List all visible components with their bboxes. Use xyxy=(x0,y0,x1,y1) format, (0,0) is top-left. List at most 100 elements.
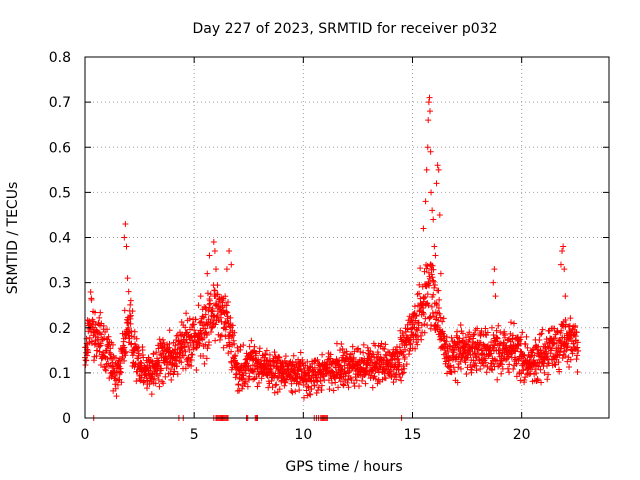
y-tick-label: 0.2 xyxy=(49,321,71,337)
data-point xyxy=(297,365,304,372)
data-point xyxy=(191,327,198,334)
data-point xyxy=(541,369,548,376)
data-point xyxy=(105,333,112,340)
data-point xyxy=(574,339,581,346)
data-point xyxy=(209,305,216,312)
data-point xyxy=(430,291,437,298)
data-point xyxy=(168,366,175,373)
data-point xyxy=(209,324,216,331)
data-point xyxy=(159,336,166,343)
data-point xyxy=(369,359,376,366)
data-point xyxy=(157,351,164,358)
data-point xyxy=(535,343,542,350)
data-point xyxy=(204,345,211,352)
data-point xyxy=(218,332,225,339)
data-point xyxy=(488,324,495,331)
data-point xyxy=(102,367,109,374)
data-point xyxy=(426,108,433,115)
chart-title: Day 227 of 2023, SRMTID for receiver p03… xyxy=(192,21,497,37)
data-point xyxy=(195,302,202,309)
data-point xyxy=(431,281,438,288)
data-point xyxy=(156,336,163,343)
data-point xyxy=(340,382,347,389)
data-point xyxy=(483,332,490,339)
data-point xyxy=(456,344,463,351)
data-point xyxy=(109,359,116,366)
data-point xyxy=(128,340,135,347)
data-point xyxy=(382,375,389,382)
data-point xyxy=(422,293,429,300)
data-point xyxy=(162,373,169,380)
data-point xyxy=(574,344,581,351)
data-point xyxy=(388,367,395,374)
data-point xyxy=(281,382,288,389)
data-point xyxy=(242,378,249,385)
data-point xyxy=(423,265,430,272)
data-point xyxy=(338,366,345,373)
data-point xyxy=(345,376,352,383)
data-point xyxy=(122,352,129,359)
data-point xyxy=(298,368,305,375)
data-point xyxy=(156,383,163,390)
data-point xyxy=(538,330,545,337)
data-point xyxy=(465,338,472,345)
data-point xyxy=(102,366,109,373)
data-point xyxy=(573,356,580,363)
data-point xyxy=(410,321,417,328)
data-point xyxy=(225,350,232,357)
data-point xyxy=(566,322,573,329)
data-point xyxy=(197,293,204,300)
data-point xyxy=(266,351,273,358)
data-point xyxy=(206,252,213,259)
data-point xyxy=(187,334,194,341)
data-point xyxy=(188,357,195,364)
data-point xyxy=(155,377,162,384)
data-point xyxy=(495,322,502,329)
data-point xyxy=(263,347,270,354)
data-point xyxy=(423,261,430,268)
data-point xyxy=(493,334,500,341)
data-point xyxy=(100,322,107,329)
data-point xyxy=(265,384,272,391)
data-point xyxy=(199,313,206,320)
data-point xyxy=(501,328,508,335)
data-point xyxy=(200,334,207,341)
data-point xyxy=(117,360,124,367)
data-point xyxy=(325,364,332,371)
data-point xyxy=(569,350,576,357)
data-point xyxy=(86,334,93,341)
y-tick-label: 0.6 xyxy=(49,140,71,156)
data-point xyxy=(212,337,219,344)
data-point xyxy=(406,347,413,354)
x-tick-label: 10 xyxy=(294,427,312,443)
data-point xyxy=(150,350,157,357)
data-point xyxy=(454,379,461,386)
data-point xyxy=(522,341,529,348)
data-point xyxy=(402,346,409,353)
data-point xyxy=(416,281,423,288)
data-point xyxy=(480,362,487,369)
data-point xyxy=(533,370,540,377)
data-point xyxy=(478,328,485,335)
data-point xyxy=(445,348,452,355)
data-point xyxy=(213,266,219,273)
data-point xyxy=(192,316,199,323)
data-point xyxy=(491,266,498,273)
x-tick-label: 5 xyxy=(190,427,199,443)
data-point xyxy=(435,305,442,312)
data-point xyxy=(490,360,497,367)
data-point xyxy=(430,278,437,285)
data-point xyxy=(446,363,453,370)
data-point xyxy=(189,351,196,358)
data-point xyxy=(514,345,521,352)
data-point xyxy=(134,348,141,355)
data-point xyxy=(517,377,524,384)
data-point xyxy=(506,361,513,368)
data-point xyxy=(171,368,178,375)
data-point xyxy=(218,318,225,325)
data-point xyxy=(367,348,374,355)
data-point xyxy=(534,346,541,353)
data-point xyxy=(253,350,260,357)
data-point xyxy=(88,296,95,303)
data-point xyxy=(425,302,432,309)
